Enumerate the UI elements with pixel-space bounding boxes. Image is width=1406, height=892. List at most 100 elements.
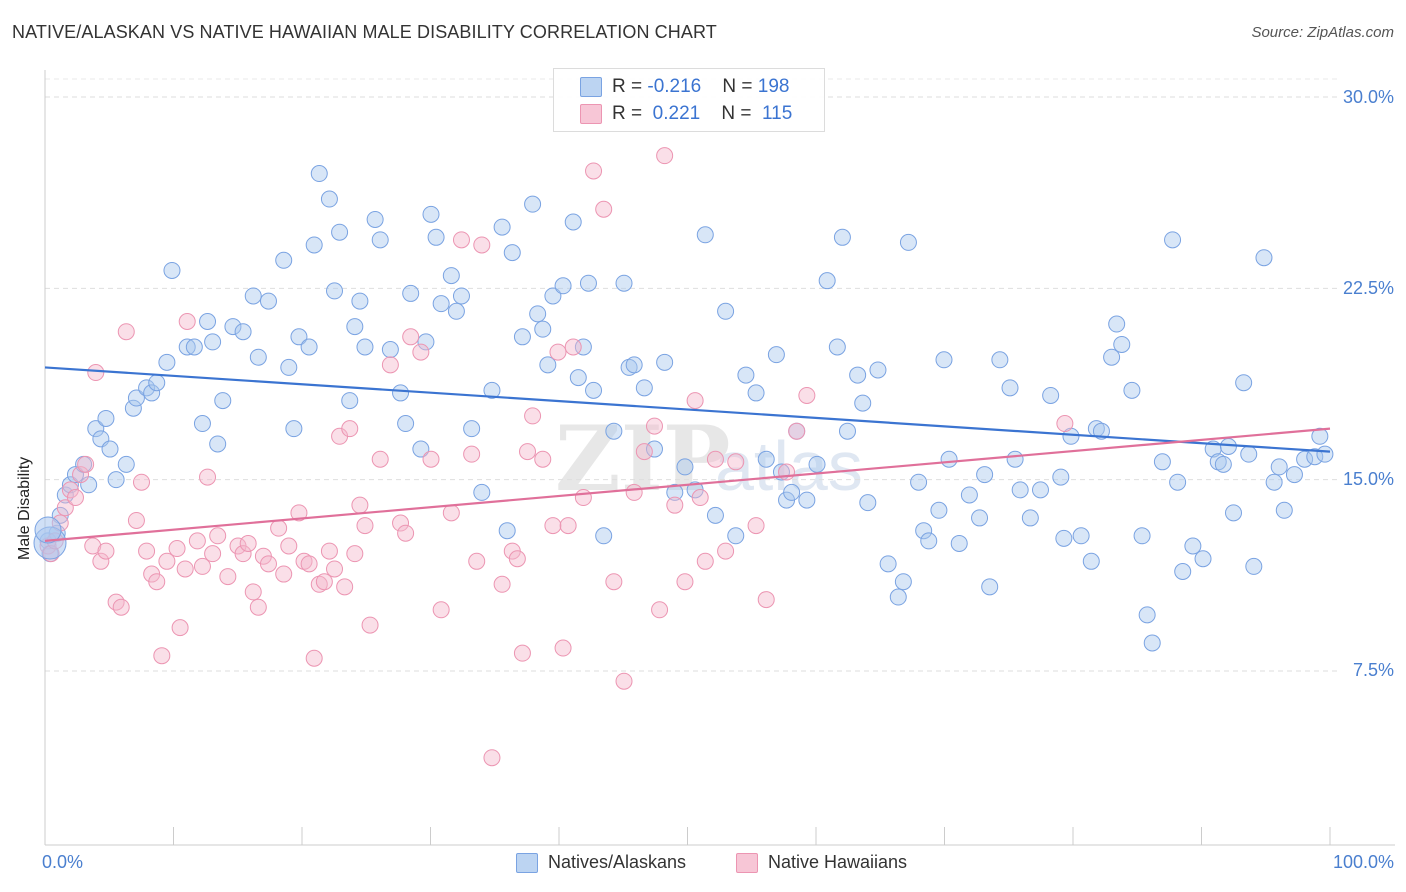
y-axis-label-wrap: Male Disability bbox=[16, 360, 40, 560]
native-alaskan-point bbox=[285, 420, 303, 438]
native-hawaiian-point bbox=[397, 524, 415, 542]
native-alaskan-point bbox=[1011, 481, 1029, 499]
stats-legend: R = -0.216 N = 198 R = 0.221 N = 115 bbox=[553, 68, 825, 132]
native-alaskan-point bbox=[1311, 427, 1329, 445]
native-alaskan-point bbox=[869, 361, 887, 379]
native-hawaiian-point bbox=[117, 323, 135, 341]
native-hawaiian-point bbox=[574, 489, 592, 507]
native-alaskan-point bbox=[930, 501, 948, 519]
native-alaskan-point bbox=[1285, 466, 1303, 484]
native-hawaiian-point bbox=[176, 560, 194, 578]
native-hawaiian-point bbox=[290, 504, 308, 522]
native-alaskan-point bbox=[1270, 458, 1288, 476]
native-hawaiian-point bbox=[519, 443, 537, 461]
native-alaskan-point bbox=[717, 302, 735, 320]
native-alaskan-point bbox=[625, 356, 643, 374]
native-alaskan-point bbox=[483, 381, 501, 399]
native-alaskan-point bbox=[1169, 473, 1187, 491]
native-alaskan-point bbox=[87, 420, 105, 438]
native-alaskan-point bbox=[818, 272, 836, 290]
native-alaskan-point bbox=[493, 218, 511, 236]
native-alaskan-point bbox=[1296, 450, 1314, 468]
native-alaskan-point bbox=[1255, 249, 1273, 267]
native-alaskan-point bbox=[1031, 481, 1049, 499]
native-alaskan-point bbox=[452, 287, 470, 305]
native-alaskan-point bbox=[620, 358, 638, 376]
native-alaskan-point bbox=[209, 435, 227, 453]
native-hawaiian-point bbox=[1056, 415, 1074, 433]
native-alaskan-point bbox=[1224, 504, 1242, 522]
native-hawaiian-point bbox=[483, 749, 501, 767]
y-tick-label: 15.0% bbox=[1342, 469, 1394, 489]
native-hawaiian-point bbox=[219, 568, 237, 586]
native-alaskan-point bbox=[1174, 563, 1192, 581]
y-tick-label: 22.5% bbox=[1342, 278, 1394, 298]
native-alaskan-point bbox=[397, 415, 415, 433]
native-alaskan-point bbox=[417, 333, 435, 351]
native-hawaiian-point bbox=[66, 489, 84, 507]
native-alaskan-point bbox=[117, 455, 135, 473]
native-hawaiian-point bbox=[107, 593, 125, 611]
native-alaskan-point bbox=[351, 292, 369, 310]
native-hawaiian-point bbox=[757, 591, 775, 609]
native-hawaiian-point bbox=[346, 545, 364, 563]
native-hawaiian-point bbox=[199, 468, 217, 486]
native-alaskan-point bbox=[727, 527, 745, 545]
native-hawaiian-point bbox=[133, 473, 151, 491]
native-alaskan-point bbox=[513, 328, 531, 346]
native-hawaiian-point bbox=[178, 312, 196, 330]
native-alaskan-point bbox=[950, 534, 968, 552]
native-alaskan-point bbox=[935, 351, 953, 369]
native-alaskan-point bbox=[249, 348, 267, 366]
bottom-legend-swatch-pink bbox=[736, 852, 758, 873]
native-alaskan-point bbox=[854, 394, 872, 412]
native-alaskan-point bbox=[366, 210, 384, 228]
native-alaskan-point bbox=[163, 261, 181, 279]
native-hawaiian-point bbox=[56, 499, 74, 517]
native-alaskan-point bbox=[326, 282, 344, 300]
native-alaskan-point bbox=[991, 351, 1009, 369]
native-alaskan-point bbox=[960, 486, 978, 504]
native-hawaiian-point bbox=[168, 540, 186, 558]
native-hawaiian-point bbox=[493, 575, 511, 593]
native-alaskan-point bbox=[1021, 509, 1039, 527]
native-alaskan-point bbox=[158, 353, 176, 371]
native-alaskan-point bbox=[412, 440, 430, 458]
native-hawaiian-point bbox=[158, 552, 176, 570]
native-alaskan-point bbox=[706, 506, 724, 524]
bottom-legend-swatch-blue bbox=[516, 852, 538, 873]
native-alaskan-point bbox=[1306, 448, 1324, 466]
native-alaskan-point bbox=[1275, 501, 1293, 519]
native-hawaiian-point bbox=[564, 338, 582, 356]
native-alaskan-point bbox=[666, 483, 684, 501]
bottom-legend-natives: Natives/Alaskans bbox=[516, 852, 686, 873]
native-alaskan-point bbox=[341, 392, 359, 410]
native-hawaiian-point bbox=[188, 532, 206, 550]
native-alaskan-point bbox=[107, 471, 125, 489]
legend-n-label: N = bbox=[722, 76, 758, 97]
native-alaskan-point bbox=[828, 338, 846, 356]
native-hawaiian-point bbox=[171, 619, 189, 637]
native-hawaiian-point bbox=[534, 450, 552, 468]
native-alaskan-point bbox=[331, 223, 349, 241]
native-hawaiian-point bbox=[559, 517, 577, 535]
native-hawaiian-point bbox=[92, 552, 110, 570]
native-alaskan-point bbox=[392, 384, 410, 402]
native-hawaiian-point bbox=[97, 542, 115, 560]
native-alaskan-point bbox=[1240, 445, 1258, 463]
native-alaskan-point bbox=[656, 353, 674, 371]
native-hawaiian-point bbox=[645, 417, 663, 435]
native-alaskan-point bbox=[534, 320, 552, 338]
native-hawaiian-point bbox=[209, 527, 227, 545]
legend-swatch-blue bbox=[580, 77, 602, 97]
native-hawaiian-point bbox=[371, 450, 389, 468]
native-hawaiian-point bbox=[513, 644, 531, 662]
native-alaskan-point bbox=[1001, 379, 1019, 397]
native-alaskan-point bbox=[737, 366, 755, 384]
native-hawaiian-point bbox=[361, 616, 379, 634]
native-alaskan-point bbox=[310, 165, 328, 183]
native-alaskan-point bbox=[767, 346, 785, 364]
native-alaskan-point bbox=[346, 318, 364, 336]
native-alaskan-point bbox=[498, 522, 516, 540]
native-hawaiian-point bbox=[691, 489, 709, 507]
